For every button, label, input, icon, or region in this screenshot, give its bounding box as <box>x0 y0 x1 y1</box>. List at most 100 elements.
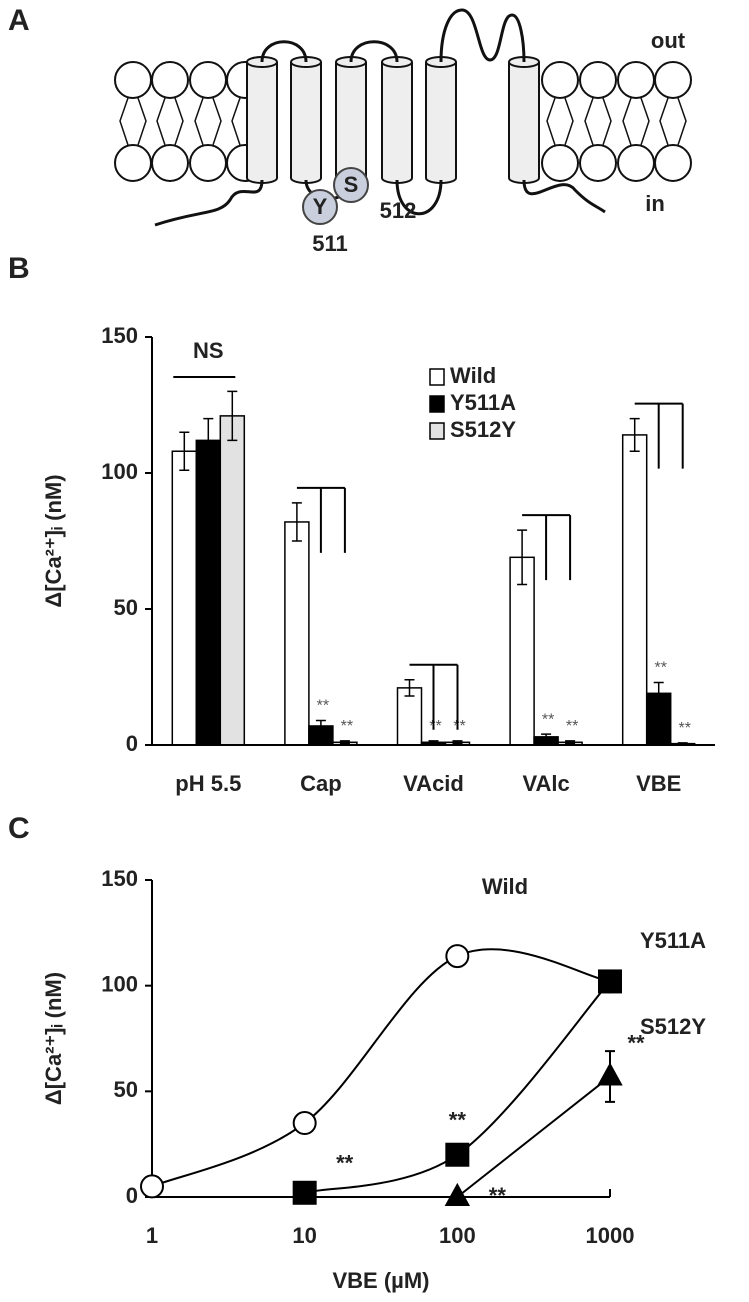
significance-label: ** <box>449 1108 467 1133</box>
significance-label: ** <box>566 718 578 735</box>
lipid-head <box>189 61 227 99</box>
bar <box>284 521 310 746</box>
lipid-tail <box>622 97 650 146</box>
lipid-head <box>189 144 227 182</box>
significance-label: ** <box>678 720 690 737</box>
lipid-head <box>114 61 152 99</box>
series-label: Y511A <box>640 928 706 953</box>
error-bar <box>227 390 238 442</box>
panel-label: B <box>8 252 30 285</box>
ns-label: NS <box>193 338 224 363</box>
x-tick-label: 10 <box>292 1223 316 1248</box>
lipid-tail <box>584 97 612 146</box>
significance-bracket <box>522 514 572 581</box>
legend-swatch <box>429 422 445 440</box>
c-terminus <box>522 179 606 214</box>
bar <box>171 450 198 746</box>
marker <box>598 969 622 994</box>
lipid-head <box>617 144 655 182</box>
significance-bracket <box>409 663 459 730</box>
x-tick-label: 1000 <box>586 1223 635 1248</box>
marker <box>140 1174 164 1199</box>
residue-letter: Y <box>313 194 328 219</box>
error-bar <box>629 417 640 452</box>
legend-label: Wild <box>450 363 496 388</box>
helix <box>381 62 413 184</box>
y-axis-label: Δ[Ca²⁺]ᵢ (nM) <box>41 474 66 607</box>
y-tick-label: 100 <box>101 971 138 996</box>
error-bar <box>541 733 552 741</box>
loop <box>349 40 399 63</box>
legend-swatch <box>429 368 445 386</box>
y-tick-label: 150 <box>101 866 138 891</box>
significance-label: ** <box>429 718 441 735</box>
marker <box>292 1111 317 1136</box>
significance-label: ** <box>627 1030 645 1055</box>
error-bar <box>565 740 576 745</box>
y-tick-label: 100 <box>101 459 138 484</box>
panel-label: A <box>8 4 30 37</box>
x-tick-label: 1 <box>146 1223 158 1248</box>
lipid-head <box>579 61 617 99</box>
error-bar <box>653 681 664 705</box>
x-tick-label: VBE <box>636 771 681 796</box>
in-label: in <box>645 191 665 216</box>
y-tick-label: 50 <box>114 595 138 620</box>
y-axis-label: Δ[Ca²⁺]ᵢ (nM) <box>41 972 66 1105</box>
legend-swatch <box>429 395 445 413</box>
residue-circle <box>333 167 369 203</box>
lipid-tail <box>659 97 687 146</box>
significance-label: ** <box>542 711 554 728</box>
residue-letter: S <box>344 172 359 197</box>
lipid-tail <box>546 97 574 146</box>
error-bar <box>428 740 439 745</box>
bar <box>195 439 222 746</box>
lipid-tail <box>194 97 222 146</box>
marker <box>597 1062 623 1086</box>
x-axis-label: VBE (µM) <box>332 1268 429 1293</box>
loop <box>395 179 443 216</box>
x-tick-label: 100 <box>439 1223 476 1248</box>
x-tick-label: VAlc <box>522 771 569 796</box>
helix <box>246 62 278 184</box>
lipid-head <box>579 144 617 182</box>
x-tick-label: VAcid <box>403 771 464 796</box>
bar <box>509 556 535 746</box>
error-bar <box>452 740 463 745</box>
legend-label: Y511A <box>450 390 516 415</box>
series-line <box>151 948 611 1188</box>
lipid-head <box>114 144 152 182</box>
helix <box>425 62 457 184</box>
y-tick-label: 50 <box>114 1077 138 1102</box>
error-bar <box>315 719 326 733</box>
series-line <box>456 1075 611 1198</box>
x-tick-label: pH 5.5 <box>175 771 241 796</box>
series-label: S512Y <box>640 1014 706 1039</box>
error-bar <box>291 502 302 542</box>
error-bar <box>339 740 350 745</box>
x-tick-label: Cap <box>300 771 342 796</box>
significance-label: ** <box>453 718 465 735</box>
marker <box>445 944 470 969</box>
significance-bracket <box>296 486 346 553</box>
series-label: Wild <box>482 874 528 899</box>
significance-label: ** <box>317 698 329 715</box>
loop <box>260 40 308 63</box>
helix <box>290 62 322 184</box>
helix <box>335 62 367 184</box>
error-bar <box>517 529 528 586</box>
lipid-head <box>654 61 692 99</box>
bar <box>219 415 246 746</box>
lipid-head <box>654 144 692 182</box>
residue-number: 512 <box>380 198 417 223</box>
y-tick-label: 0 <box>126 1183 138 1208</box>
significance-bracket <box>634 402 684 469</box>
residue-number: 511 <box>312 231 348 256</box>
residue-circle <box>302 189 338 225</box>
significance-label: ** <box>341 718 353 735</box>
legend-label: S512Y <box>450 417 516 442</box>
panel-label: C <box>8 812 30 845</box>
lipid-head <box>151 144 189 182</box>
lipid-tail <box>119 97 147 146</box>
